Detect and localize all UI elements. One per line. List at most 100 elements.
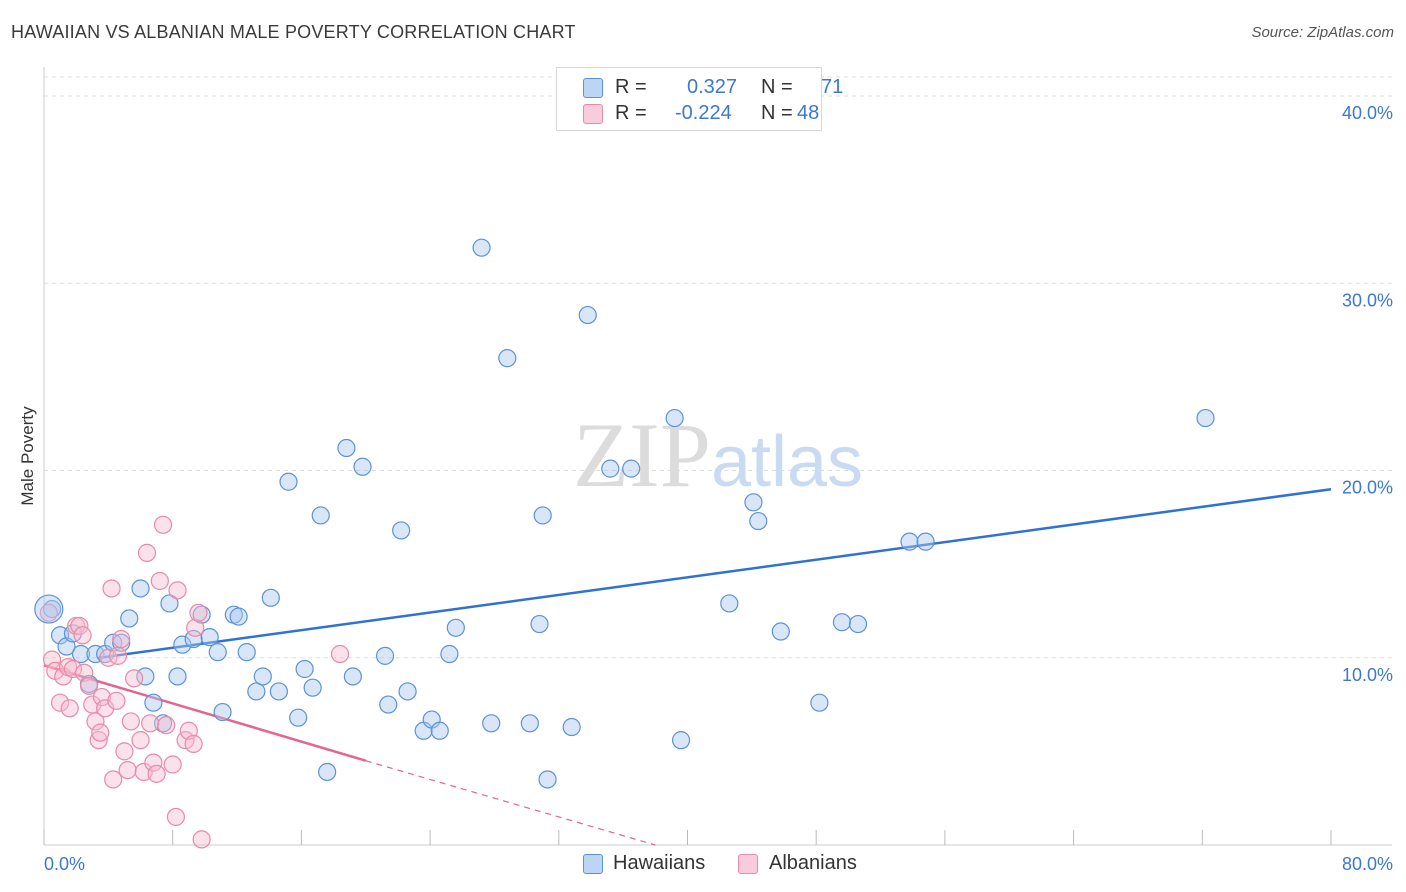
axes <box>43 67 1392 846</box>
hawaiian-point <box>353 457 372 476</box>
hawaiian-point <box>337 438 356 458</box>
r-label: R = <box>615 102 647 124</box>
legend-label-albanians: Albanians <box>769 852 857 874</box>
n-label: N = <box>761 76 793 98</box>
hawaiian-point <box>916 532 935 551</box>
tick-labels: 10.0% 20.0% 30.0% 40.0% 0.0% 80.0% <box>44 103 1393 874</box>
albanian-point <box>131 731 150 750</box>
correlation-legend: R = 0.327 N = 71 R = -0.224 N = 48 <box>556 67 843 131</box>
hawaiian-point <box>168 667 187 686</box>
hawaiian-point-large <box>34 594 64 624</box>
albanian-point <box>79 676 99 695</box>
albanian-point <box>42 650 62 669</box>
hawaiian-point <box>848 614 868 634</box>
hawaiian-point <box>1196 408 1215 428</box>
hawaiian-point <box>392 521 411 540</box>
albanian-point <box>330 644 350 664</box>
hawaiian-point <box>900 532 919 551</box>
hawaiian-point <box>533 506 552 525</box>
hawaiian-point <box>120 609 139 628</box>
hawaiian-point <box>279 472 298 491</box>
albanian-point <box>112 629 131 649</box>
hawaiian-point <box>173 635 192 654</box>
r-value: 0.327 <box>687 76 738 98</box>
albanian-point <box>184 734 203 753</box>
hawaiian-point <box>131 579 150 598</box>
hawaiian-point <box>810 693 829 712</box>
n-value: 71 <box>821 76 844 98</box>
chart-title: HAWAIIAN VS ALBANIAN MALE POVERTY CORREL… <box>11 22 576 42</box>
albanian-point <box>107 691 126 710</box>
hawaiian-point <box>562 717 581 737</box>
albanians-swatch <box>583 104 603 124</box>
y-axis-label: Male Poverty <box>18 406 37 506</box>
hawaiian-point <box>520 714 539 733</box>
albanian-point <box>141 714 160 733</box>
albanian-point <box>92 687 112 707</box>
albanian-point <box>166 807 186 827</box>
hawaiian-point <box>601 459 620 478</box>
r-label: R = <box>615 76 647 98</box>
source-label: Source: ZipAtlas.com <box>1251 24 1394 41</box>
albanian-point <box>104 770 123 789</box>
n-label: N = <box>761 102 793 124</box>
albanian-point <box>137 543 157 562</box>
data-points <box>34 238 1215 849</box>
x-tick-label: 80.0% <box>1342 854 1393 874</box>
albanian-point <box>163 755 182 774</box>
albanian-point <box>108 646 128 665</box>
albanian-point <box>168 581 187 600</box>
y-tick-label: 20.0% <box>1342 478 1393 498</box>
albanian-point <box>60 699 79 718</box>
grid-lines <box>44 76 1392 659</box>
albanian-point <box>118 760 137 780</box>
hawaiian-point <box>482 714 501 733</box>
hawaiian-point <box>160 594 179 613</box>
hawaiian-point <box>498 349 517 368</box>
albanian-point <box>157 716 176 735</box>
hawaiian-point <box>153 714 173 733</box>
hawaiian-point <box>213 702 232 722</box>
y-tick-label: 40.0% <box>1342 103 1393 123</box>
hawaiian-point <box>744 493 763 512</box>
albanian-point <box>189 603 208 622</box>
albanian-point <box>89 731 108 750</box>
hawaiian-point <box>261 588 280 607</box>
hawaiian-point <box>269 682 288 701</box>
hawaiian-point <box>622 459 641 478</box>
hawaiian-point <box>289 708 308 727</box>
hawaiian-point <box>295 659 314 679</box>
hawaiian-point <box>671 731 691 750</box>
albanian-point <box>124 669 144 688</box>
hawaiian-point <box>303 678 322 697</box>
hawaiian-point <box>311 506 330 525</box>
hawaiian-point <box>375 646 395 665</box>
hawaiian-point <box>472 238 491 257</box>
hawaiian-point <box>247 682 266 701</box>
albanian-point <box>54 667 73 686</box>
albanian-point <box>121 712 140 731</box>
albanian-point <box>73 626 92 645</box>
hawaiian-point <box>430 721 449 740</box>
hawaiian-point <box>200 628 219 647</box>
hawaiian-point <box>720 594 739 613</box>
albanian-point <box>102 579 121 598</box>
albanian-point <box>144 753 163 772</box>
hawaiians-legend-swatch <box>583 854 603 874</box>
hawaiian-point <box>379 695 398 714</box>
albanian-point <box>86 712 105 731</box>
albanian-point <box>63 659 83 679</box>
x-tick-label: 0.0% <box>44 854 85 874</box>
hawaiian-point <box>749 511 768 531</box>
hawaiian-point <box>184 629 203 649</box>
albanian-point <box>91 723 110 742</box>
albanian-point <box>186 618 205 637</box>
n-value: 48 <box>797 102 820 124</box>
r-value: -0.224 <box>675 102 732 124</box>
hawaiian-point <box>237 643 256 662</box>
hawaiian-point <box>440 644 459 664</box>
watermark: ZIPatlas <box>573 404 863 506</box>
albanian-point <box>39 603 58 622</box>
albanian-trend-extension <box>365 760 656 846</box>
hawaiian-point <box>71 644 91 664</box>
